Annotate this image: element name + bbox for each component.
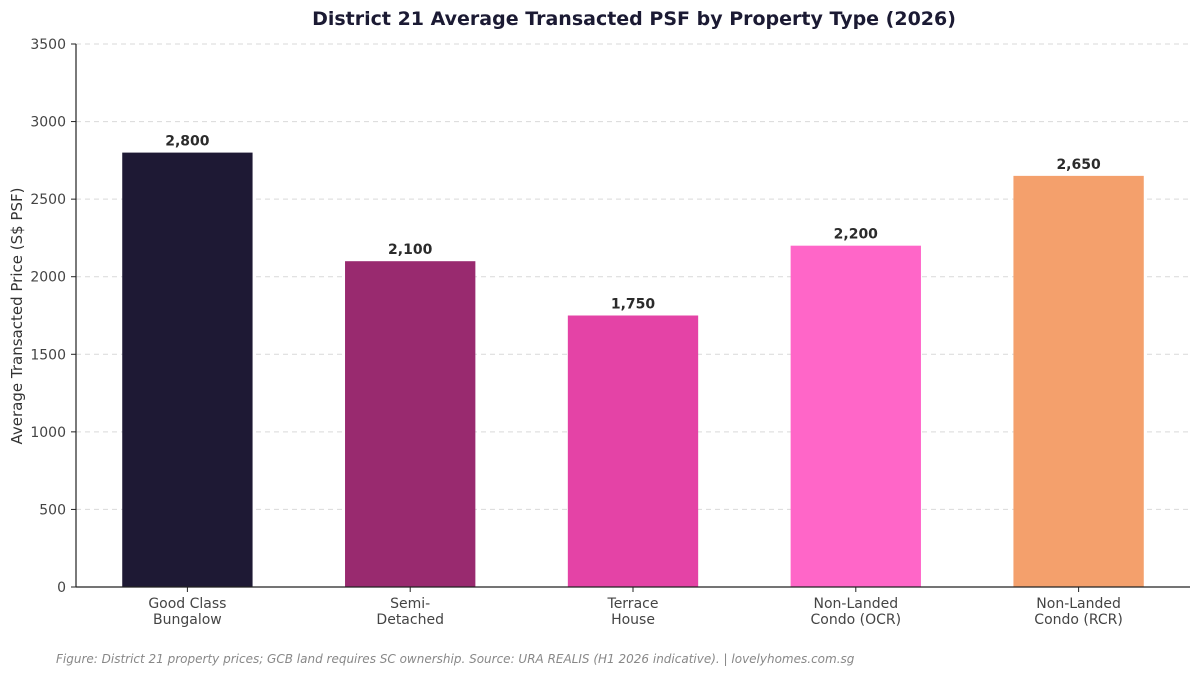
bar — [567, 315, 699, 587]
y-tick-label: 1500 — [30, 347, 66, 363]
gridlines — [76, 43, 1190, 510]
axes — [71, 43, 1190, 592]
data-label: 2,200 — [834, 227, 879, 243]
y-tick-label: 1000 — [30, 425, 66, 441]
x-tick-label: Bungalow — [153, 612, 222, 628]
bar — [122, 152, 253, 587]
data-label: 2,800 — [165, 134, 210, 150]
bars — [122, 152, 1144, 587]
y-tick-label: 3500 — [30, 37, 66, 53]
y-tick-label: 3000 — [30, 115, 66, 131]
chart-title: District 21 Average Transacted PSF by Pr… — [312, 8, 956, 30]
x-tick-label: Semi- — [390, 596, 430, 612]
x-tick-label: Good Class — [148, 596, 226, 612]
y-tick-label: 0 — [57, 580, 66, 596]
data-labels: 2,800 2,100 1,750 2,200 2,650 — [165, 134, 1101, 313]
bar — [790, 245, 921, 587]
data-label: 1,750 — [611, 297, 656, 313]
data-label: 2,650 — [1056, 157, 1101, 173]
x-tick-label: Non-Landed — [813, 596, 898, 612]
bar — [1013, 175, 1144, 587]
x-tick-label: Condo (RCR) — [1034, 612, 1123, 628]
x-tick-label: Detached — [376, 612, 444, 628]
y-axis-label: Average Transacted Price (S$ PSF) — [8, 188, 26, 445]
x-tick-label: Terrace — [607, 596, 659, 612]
x-tick-label: Condo (OCR) — [811, 612, 902, 628]
y-tick-label: 500 — [39, 502, 66, 518]
y-tick-label: 2000 — [30, 270, 66, 286]
figure-caption: Figure: District 21 property prices; GCB… — [56, 652, 855, 666]
y-tick-label: 2500 — [30, 192, 66, 208]
y-tick-labels: 0 500 1000 1500 2000 2500 3000 3500 — [30, 37, 66, 596]
bar — [345, 261, 476, 587]
x-tick-label: House — [611, 612, 655, 628]
x-tick-label: Non-Landed — [1036, 596, 1121, 612]
data-label: 2,100 — [388, 242, 433, 258]
